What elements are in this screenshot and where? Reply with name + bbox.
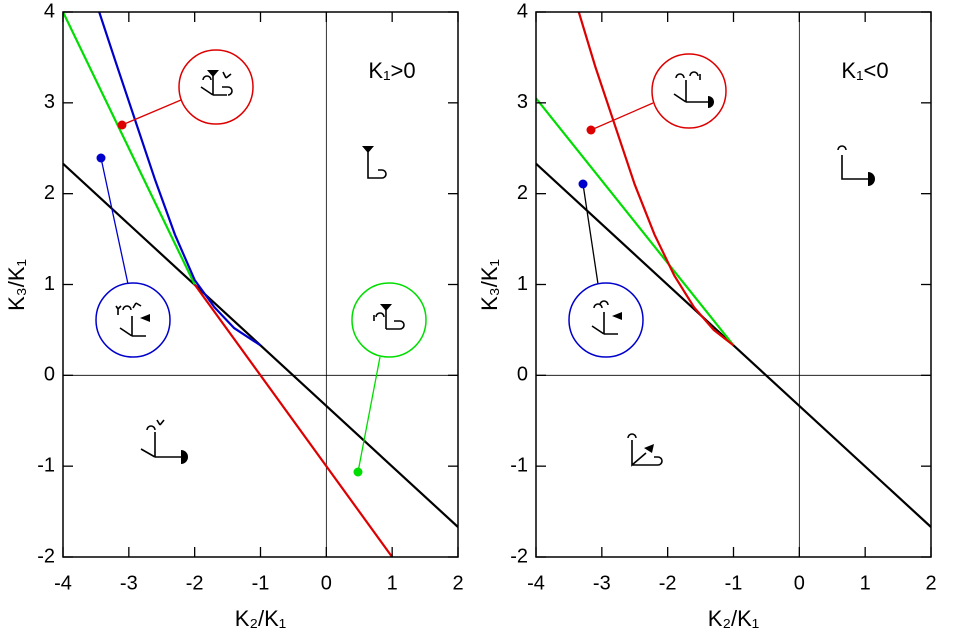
y-tick-label: 0 bbox=[44, 364, 55, 386]
y-tick-label: 1 bbox=[517, 273, 528, 295]
x-tick-label: -3 bbox=[593, 572, 611, 594]
curve bbox=[536, 97, 735, 347]
x-tick-label: 0 bbox=[321, 572, 332, 594]
y-tick-label: 2 bbox=[44, 182, 55, 204]
y-tick-label: -2 bbox=[37, 545, 55, 567]
x-tick-label: -1 bbox=[725, 572, 743, 594]
annotations bbox=[95, 49, 875, 477]
x-tick-label: -4 bbox=[54, 572, 72, 594]
y-axis-label: K₃/K₁ bbox=[4, 259, 29, 311]
x-tick-label: -2 bbox=[186, 572, 204, 594]
x-tick-label: -4 bbox=[527, 572, 545, 594]
curve bbox=[536, 162, 931, 528]
x-tick-label: 2 bbox=[925, 572, 936, 594]
curve bbox=[577, 12, 735, 347]
x-tick-label: -3 bbox=[120, 572, 138, 594]
x-axis-label: K₂/K₁ bbox=[235, 606, 286, 631]
curve bbox=[63, 162, 458, 528]
y-tick-label: -1 bbox=[510, 454, 528, 476]
plot-lines bbox=[536, 12, 931, 528]
x-tick-label: 2 bbox=[452, 572, 463, 594]
panel-annotation: K₁>0 bbox=[368, 58, 415, 83]
curve bbox=[193, 283, 394, 557]
y-tick-label: 4 bbox=[44, 0, 55, 22]
plot-lines bbox=[63, 12, 458, 557]
y-tick-label: 3 bbox=[44, 91, 55, 113]
x-tick-label: 1 bbox=[387, 572, 398, 594]
y-tick-label: -1 bbox=[37, 454, 55, 476]
x-tick-label: -2 bbox=[659, 572, 677, 594]
curve bbox=[63, 12, 196, 285]
curve bbox=[98, 12, 262, 347]
x-tick-label: 0 bbox=[794, 572, 805, 594]
y-tick-label: -2 bbox=[510, 545, 528, 567]
x-axis-label: K₂/K₁ bbox=[708, 606, 759, 631]
x-tick-label: -1 bbox=[252, 572, 270, 594]
y-tick-label: 3 bbox=[517, 91, 528, 113]
y-tick-label: 1 bbox=[44, 273, 55, 295]
y-tick-label: 2 bbox=[517, 182, 528, 204]
x-tick-label: 1 bbox=[860, 572, 871, 594]
y-tick-label: 0 bbox=[517, 364, 528, 386]
y-tick-label: 4 bbox=[517, 0, 528, 22]
panel-annotation: K₁<0 bbox=[841, 58, 888, 83]
y-axis-label: K₃/K₁ bbox=[477, 259, 502, 311]
